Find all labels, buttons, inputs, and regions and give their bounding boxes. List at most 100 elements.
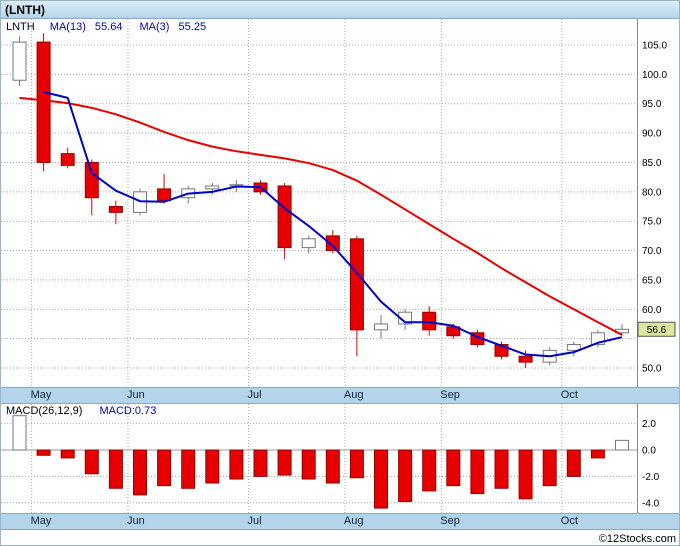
price-axis-labels: 105.0 100.0 95.0 90.0 85.0 80.0 75.0 70.0 65.0 60… [642, 41, 667, 375]
macd-bar [615, 439, 629, 451]
price-chart-panel: 105.0 100.0 95.0 90.0 85.0 80.0 75.0 70.0 65.0 60… [1, 19, 679, 387]
svg-text:50.0: 50.0 [642, 364, 662, 375]
macd-bars [12, 415, 629, 509]
macd-bar [205, 449, 220, 484]
macd-panel: 2.0 0.0 -2.0 -4.0 MACD(26,12,9) MACD:0.73 [1, 404, 679, 513]
macd-bar [566, 449, 581, 477]
month-label: Aug [343, 389, 364, 401]
macd-legend-value: MACD:0.73 [99, 405, 157, 417]
macd-bar [277, 449, 292, 476]
month-label: Jul [247, 389, 262, 401]
macd-bar [181, 449, 196, 489]
x-axis-month-bar-macd: May Jun Jul Aug Sep Oct [1, 513, 679, 530]
last-price-badge: 56.6 [637, 321, 676, 337]
macd-axis-labels: 2.0 0.0 -2.0 -4.0 [642, 419, 660, 509]
candle [349, 238, 364, 331]
macd-bar [253, 449, 268, 477]
legend-symbol: LNTH [6, 21, 35, 33]
month-label: May [30, 389, 52, 401]
macd-bar [374, 449, 388, 509]
candle [205, 185, 220, 190]
macd-legend: MACD(26,12,9) MACD:0.73 [6, 405, 156, 417]
price-chart-legend: LNTH MA(13) 55.64 MA(3) 55.25 [6, 21, 220, 33]
candles [12, 33, 629, 369]
candle [84, 161, 99, 199]
candle [590, 332, 605, 346]
month-label: May [30, 515, 52, 527]
legend-ma13-label: MA(13) [49, 21, 86, 33]
svg-text:100.0: 100.0 [642, 70, 667, 81]
month-label: Jun [127, 515, 145, 527]
macd-chart-svg: 2.0 0.0 -2.0 -4.0 [1, 404, 660, 513]
svg-text:65.0: 65.0 [642, 275, 662, 286]
x-axis-month-bar-main: May Jun Jul Aug Sep Oct [1, 387, 679, 404]
macd-bar [84, 449, 99, 475]
candle [325, 235, 340, 252]
candle [374, 323, 388, 331]
macd-bar [325, 449, 340, 484]
macd-bar [60, 449, 75, 459]
macd-bar [301, 449, 316, 480]
svg-text:-4.0: -4.0 [642, 498, 660, 509]
macd-bar [36, 449, 51, 456]
svg-text:60.0: 60.0 [642, 305, 662, 316]
macd-bar [133, 449, 147, 496]
ma13-line [19, 96, 623, 336]
macd-bar [470, 449, 485, 495]
svg-text:2.0: 2.0 [642, 419, 656, 430]
macd-bar [590, 449, 605, 459]
candle [36, 41, 51, 163]
month-label: Sep [440, 389, 460, 401]
price-grid [1, 19, 637, 387]
macd-bar [157, 449, 172, 487]
svg-text:0.0: 0.0 [642, 446, 656, 457]
candle [422, 311, 437, 331]
candle [518, 355, 533, 363]
month-label: Oct [560, 515, 578, 527]
candle [108, 206, 123, 213]
svg-text:70.0: 70.0 [642, 246, 662, 257]
month-label: Jun [127, 389, 145, 401]
candle [398, 311, 413, 325]
macd-bar [398, 449, 413, 502]
ma3-line [43, 91, 623, 358]
macd-bar [446, 449, 461, 487]
chart-title: (LNTH) [5, 3, 45, 17]
price-chart-svg: 105.0 100.0 95.0 90.0 85.0 80.0 75.0 70.0 65.0 60… [1, 19, 676, 387]
macd-legend-label: MACD(26,12,9) [6, 405, 83, 417]
chart-title-bar: (LNTH) [1, 1, 679, 19]
candle [60, 153, 75, 166]
chart-footer: ©12Stocks.com [1, 530, 679, 545]
macd-bar [349, 449, 364, 479]
candle [301, 238, 316, 249]
month-label: Oct [560, 389, 578, 401]
candle [494, 344, 509, 357]
candle [157, 188, 172, 202]
candle [566, 344, 581, 351]
svg-text:85.0: 85.0 [642, 158, 662, 169]
macd-bar [12, 415, 27, 451]
legend-ma13-value: 55.64 [94, 21, 123, 33]
svg-text:95.0: 95.0 [642, 99, 662, 110]
candle [446, 326, 461, 337]
macd-bar [542, 449, 557, 487]
svg-text:90.0: 90.0 [642, 129, 662, 140]
candle [12, 41, 27, 81]
month-label: Sep [440, 515, 460, 527]
legend-ma3-label: MA(3) [139, 21, 170, 33]
month-label: Aug [343, 515, 364, 527]
svg-text:80.0: 80.0 [642, 187, 662, 198]
macd-bar [518, 449, 533, 500]
svg-text:56.6: 56.6 [647, 325, 667, 336]
svg-text:75.0: 75.0 [642, 217, 662, 228]
macd-bar [494, 449, 509, 489]
macd-bar [108, 449, 123, 489]
macd-bar [422, 449, 437, 492]
month-label: Jul [247, 515, 262, 527]
copyright-credit: ©12Stocks.com [598, 533, 676, 545]
macd-bar [229, 449, 244, 480]
candle [277, 185, 292, 249]
legend-ma3-value: 55.25 [178, 21, 207, 33]
svg-text:-2.0: -2.0 [642, 472, 660, 483]
